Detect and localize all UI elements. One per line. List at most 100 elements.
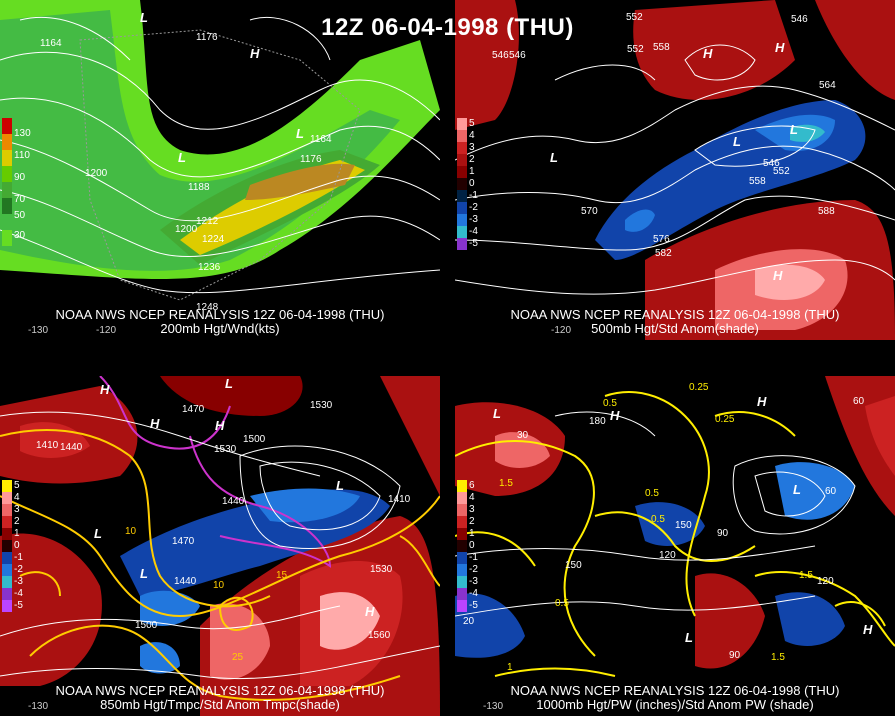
colorbar-label: -1 xyxy=(469,552,478,563)
colorbar-label: 2 xyxy=(469,516,475,527)
anom-pos-se-max xyxy=(320,592,380,650)
contour-label: 546 xyxy=(492,50,509,61)
low-marker: L xyxy=(225,376,233,391)
low-marker: L xyxy=(336,478,344,493)
map-1000mb xyxy=(455,376,895,677)
colorbar-label: 110 xyxy=(14,150,30,161)
pw-label: 0.5 xyxy=(651,514,665,525)
panel-caption-field: 500mb Hgt/Std Anom(shade) xyxy=(591,321,759,336)
contour-label: 546 xyxy=(791,14,808,25)
colorbar-label: 3 xyxy=(14,504,20,515)
contour-label: 546 xyxy=(763,158,780,169)
contour-label: 180 xyxy=(589,416,606,427)
panel-caption-source: NOAA NWS NCEP REANALYSIS 12Z 06-04-1998 … xyxy=(55,307,385,322)
contour-label: 552 xyxy=(773,166,790,177)
contour-label: 1530 xyxy=(370,564,393,575)
colorbar-label: -3 xyxy=(469,214,478,225)
temp-contour-cold xyxy=(99,376,332,568)
anom-pos-s xyxy=(210,603,270,680)
contour-label: 1500 xyxy=(243,434,266,445)
colorbar-label: 1 xyxy=(469,528,475,539)
pw-label: 1.5 xyxy=(499,478,513,489)
colorbar-label: 3 xyxy=(469,142,475,153)
contour-label: 90 xyxy=(717,528,729,539)
colorbar-label: 2 xyxy=(469,154,475,165)
pw-label: 0.5 xyxy=(645,488,659,499)
colorbar-label: 0 xyxy=(469,178,475,189)
colorbar-label: 90 xyxy=(14,172,26,183)
contour-label: 1530 xyxy=(214,444,237,455)
colorbar-label: -4 xyxy=(469,226,478,237)
temp-label: 15 xyxy=(276,570,288,581)
panel-1000mb: L L L H H H 0.5 0.25 0.25 1.5 0.5 0.5 1.… xyxy=(455,376,895,716)
lon-label: -130 xyxy=(483,701,504,712)
high-marker: H xyxy=(863,622,873,637)
contour-label: 1500 xyxy=(135,620,158,631)
pw-label: 0.5 xyxy=(555,598,569,609)
panel-caption-field: 850mb Hgt/Tmpc/Std Anom Tmpc(shade) xyxy=(100,697,340,712)
wind-shade-max xyxy=(245,163,355,200)
anom-neg-mid xyxy=(635,502,705,546)
low-marker: L xyxy=(296,126,304,141)
anom-neg-se xyxy=(775,592,845,646)
contour-label: 1530 xyxy=(310,400,333,411)
contour-label: 120 xyxy=(659,550,676,561)
height-contours xyxy=(455,411,856,617)
temp-contour-warm xyxy=(0,429,440,701)
low-marker: L xyxy=(550,150,558,165)
colorbar-label: 70 xyxy=(14,194,26,205)
anom-neg-core xyxy=(250,488,360,523)
colorbar-label: 30 xyxy=(14,230,26,241)
colorbar-label: 0 xyxy=(14,540,20,551)
colorbar-label: 4 xyxy=(469,130,475,141)
contour-label: 1560 xyxy=(368,630,391,641)
map-850mb xyxy=(0,376,440,716)
height-contours xyxy=(0,411,440,680)
low-marker: L xyxy=(685,630,693,645)
contour-label: 1200 xyxy=(85,168,108,179)
panel-caption-field: 200mb Hgt/Wnd(kts) xyxy=(160,321,280,336)
colorbar-label: 1 xyxy=(14,528,20,539)
contour-label: 1410 xyxy=(36,440,59,451)
colorbar-label: 1 xyxy=(469,166,475,177)
colorbar-label: 4 xyxy=(14,492,20,503)
colorbar-label: -1 xyxy=(14,552,23,563)
contour-label: 1248 xyxy=(196,302,219,313)
colorbar-label: -5 xyxy=(469,600,478,611)
anom-pos-n xyxy=(160,376,303,416)
contour-label: 1470 xyxy=(182,404,205,415)
lon-label: -120 xyxy=(551,325,572,336)
land-outline xyxy=(79,29,361,301)
colorbar-label: -4 xyxy=(14,588,23,599)
colorbar-label: -4 xyxy=(469,588,478,599)
panel-caption-source: NOAA NWS NCEP REANALYSIS 12Z 06-04-1998 … xyxy=(510,683,840,698)
low-marker: L xyxy=(793,482,801,497)
contour-label: 564 xyxy=(819,80,836,91)
contour-label: 558 xyxy=(653,42,670,53)
colorbar xyxy=(2,118,12,246)
pw-label: 1.5 xyxy=(771,652,785,663)
pw-label: 0.5 xyxy=(603,398,617,409)
contour-label: 588 xyxy=(818,206,835,217)
low-marker: L xyxy=(733,134,741,149)
colorbar-label: 4 xyxy=(469,492,475,503)
anom-neg-sw xyxy=(140,590,200,626)
anom-pos-ne xyxy=(380,376,440,496)
pw-label: 1.5 xyxy=(799,570,813,581)
colorbar-label: 2 xyxy=(14,516,20,527)
contour-label: 30 xyxy=(517,430,529,441)
contour-label: 1224 xyxy=(202,234,225,245)
high-marker: H xyxy=(250,46,260,61)
contour-label: 1164 xyxy=(310,134,332,145)
anom-neg-center xyxy=(775,462,855,520)
contour-label: 1410 xyxy=(388,494,411,505)
panel-200mb: 1164 1176 1200 1188 1164 1176 1212 1224 … xyxy=(0,0,440,340)
anom-neg-max xyxy=(790,124,825,142)
high-marker: H xyxy=(610,408,620,423)
contour-label: 1440 xyxy=(174,576,197,587)
contour-label: 1470 xyxy=(172,536,195,547)
height-contours xyxy=(0,16,440,294)
panel-caption-field: 1000mb Hgt/PW (inches)/Std Anom PW (shad… xyxy=(536,697,814,712)
temp-label: 10 xyxy=(213,580,225,591)
colorbar-label: 5 xyxy=(14,480,20,491)
